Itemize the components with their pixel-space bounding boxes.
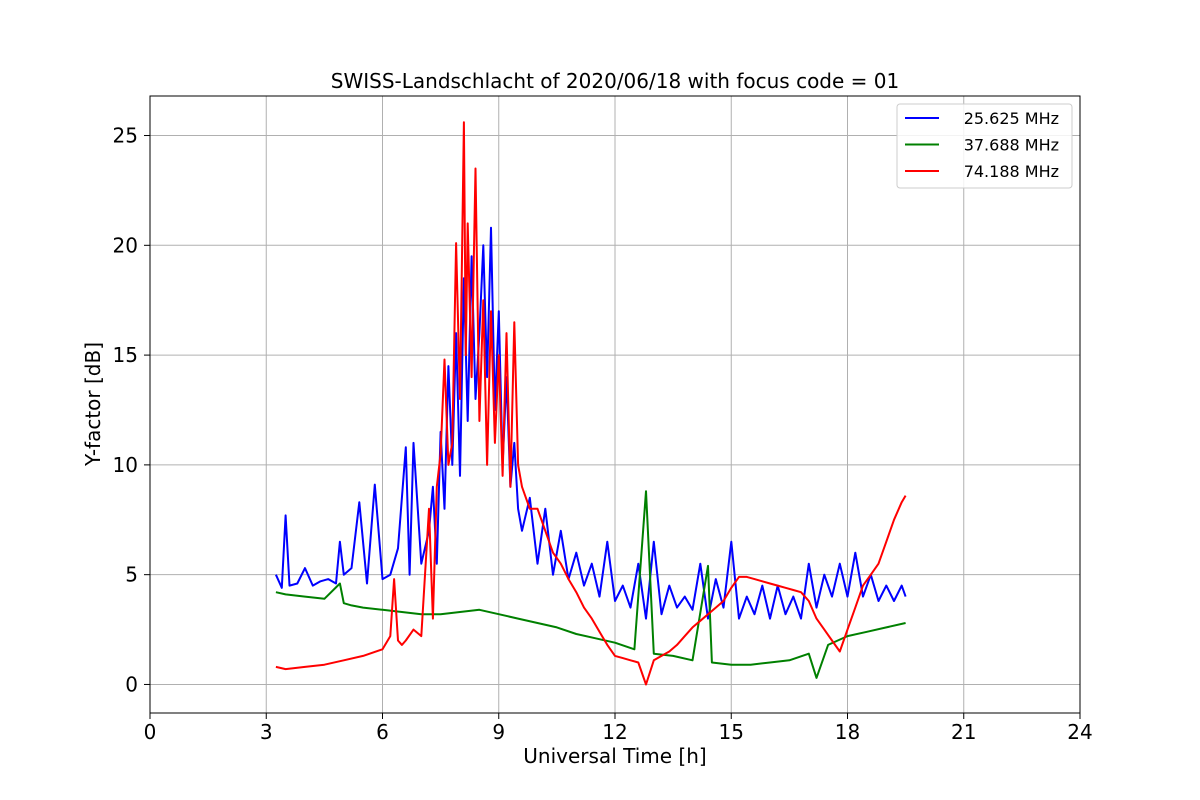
x-tick-label: 0 [144,720,157,744]
x-tick-label: 9 [492,720,505,744]
x-tick-label: 6 [376,720,389,744]
y-tick-label: 25 [113,124,138,148]
x-tick-label: 3 [260,720,273,744]
y-tick-label: 10 [113,453,138,477]
x-tick-label: 12 [602,720,627,744]
y-tick-label: 5 [125,563,138,587]
series-layer [274,121,907,686]
y-axis-label: Y-factor [dB] [81,342,105,467]
series-line-1 [274,226,907,620]
legend-label: 37.688 MHz [964,136,1059,155]
chart-title: SWISS-Landschlacht of 2020/06/18 with fo… [331,69,899,93]
y-tick-label: 0 [125,672,138,696]
y-tick-label: 15 [113,343,138,367]
axis-ticks: 0 3 6 9 12 15 18 21 24 0 5 10 15 20 25 [113,124,1093,744]
x-axis-label: Universal Time [h] [523,744,706,768]
legend-label: 74.188 MHz [964,162,1059,181]
x-tick-label: 15 [719,720,744,744]
legend: 25.625 MHz 37.688 MHz 74.188 MHz [896,103,1073,189]
x-tick-label: 18 [835,720,860,744]
x-tick-label: 24 [1067,720,1092,744]
y-tick-label: 20 [113,233,138,257]
legend-label: 25.625 MHz [964,109,1059,128]
legend-box [896,103,1073,189]
series-line-3 [275,121,907,686]
series-line-2 [275,490,906,679]
x-tick-label: 21 [951,720,976,744]
